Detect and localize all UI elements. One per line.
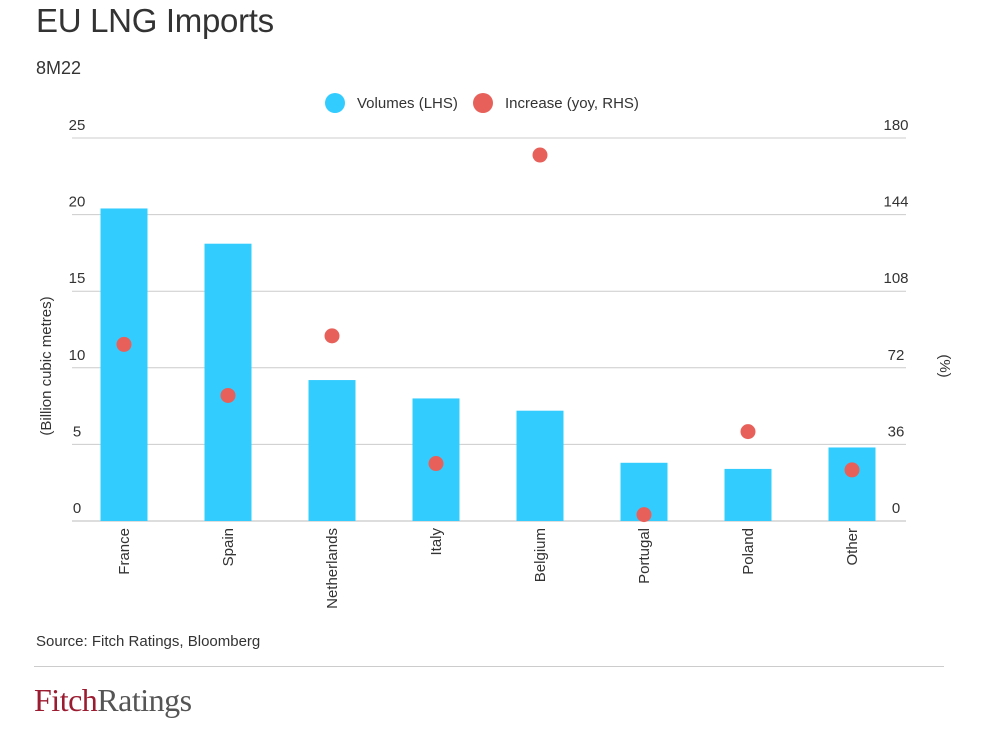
bar-netherlands [308,380,356,521]
y-tick-right: 180 [883,117,908,134]
x-tick-label: Poland [740,528,757,575]
y-tick-right: 72 [888,347,905,364]
point-other [844,462,860,478]
chart-title: EU LNG Imports [36,2,274,39]
y-tick-left: 5 [73,423,81,440]
point-france [116,336,132,352]
x-tick-label: Other [844,528,861,566]
chart-subtitle: 8M22 [36,58,82,78]
point-portugal [636,507,652,523]
y-tick-left: 15 [69,270,86,287]
y-tick-left: 10 [69,347,86,364]
legend-marker-volumes [325,93,345,113]
point-poland [740,424,756,440]
footer-divider [34,666,944,667]
x-tick-label: Spain [220,528,237,566]
x-tick-label: Italy [428,528,445,556]
y-tick-left: 25 [69,117,86,134]
y-axis-title-right: (%) [936,354,953,377]
point-netherlands [324,328,340,344]
y-tick-right: 0 [892,500,900,517]
x-tick-label: Belgium [532,528,549,582]
legend-marker-increase [473,93,493,113]
bar-poland [724,468,772,521]
chart: 0 0 5 36 10 72 15 108 20 144 25 180 France Spain Nethe… [38,93,953,609]
x-tick-label: France [116,528,133,575]
point-belgium [532,147,548,163]
brand-logo-ratings: Ratings [97,682,192,718]
brand-logo-fitch: Fitch [34,682,98,718]
source-note: Source: Fitch Ratings, Bloomberg [36,633,261,650]
y-tick-left: 20 [69,194,86,211]
y-axis-title-left: (Billion cubic metres) [38,296,55,435]
x-tick-label: Portugal [636,528,653,584]
y-tick-left: 0 [73,500,81,517]
legend-label-increase: Increase (yoy, RHS) [505,95,639,112]
point-spain [220,387,236,403]
y-tick-right: 36 [888,423,905,440]
point-italy [428,456,444,472]
brand-logo: FitchRatings [34,682,192,719]
legend-label-volumes: Volumes (LHS) [357,95,458,112]
bar-belgium [516,410,564,521]
x-tick-label: Netherlands [324,528,341,609]
bar-france [100,208,148,522]
y-tick-right: 144 [883,194,908,211]
y-tick-right: 108 [883,270,908,287]
bar-other [828,447,876,521]
bar-spain [204,243,252,521]
